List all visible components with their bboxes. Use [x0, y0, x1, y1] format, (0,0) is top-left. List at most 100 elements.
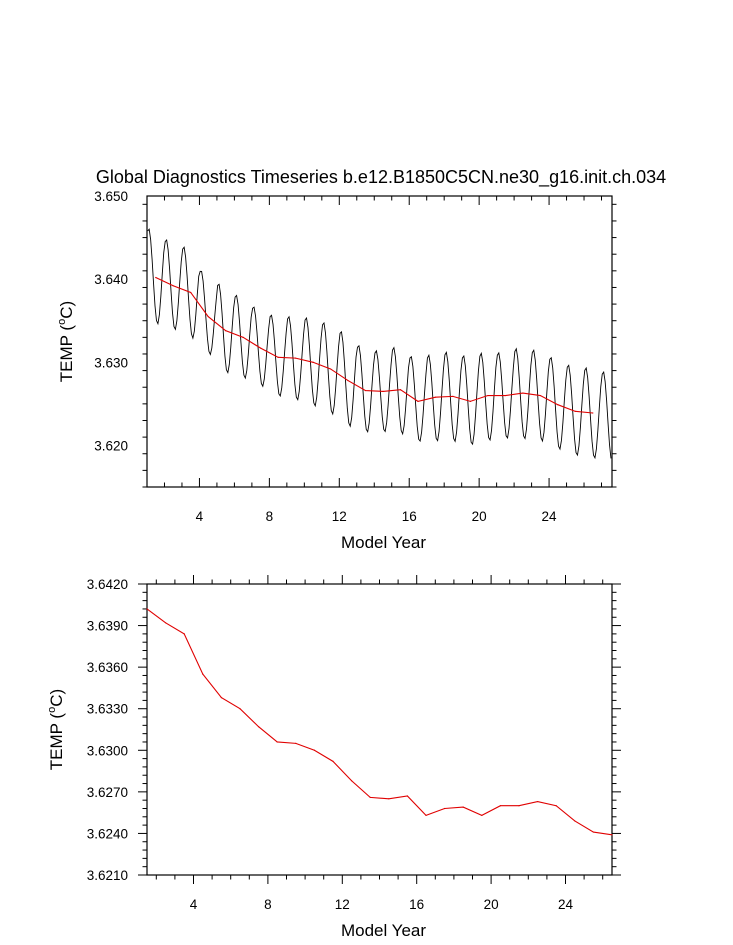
data-point — [190, 291, 192, 294]
y-tick-label: 3.630 — [94, 355, 128, 370]
y-axis-title: TEMP (oC) — [46, 689, 66, 770]
tick-marks — [138, 575, 621, 884]
data-point — [522, 392, 524, 394]
data-point — [207, 315, 209, 318]
x-tick-label: 12 — [332, 509, 347, 524]
data-point — [382, 390, 384, 392]
data-point — [444, 807, 446, 810]
data-point — [611, 834, 613, 836]
data-point — [242, 336, 244, 338]
data-point — [329, 368, 332, 370]
data-point — [406, 795, 408, 797]
data-point — [469, 400, 472, 402]
data-point — [425, 814, 427, 817]
y-tick-label: 3.6390 — [87, 619, 128, 634]
data-point — [276, 741, 278, 743]
tick-labels: 4 8 12 16 20 24 3.620 3.630 3.640 3.650 — [94, 189, 557, 524]
plot-frame — [146, 195, 613, 488]
y-axis-title-text: TEMP ( — [57, 325, 76, 383]
data-point — [417, 400, 419, 402]
data-point — [388, 798, 390, 800]
data-point — [557, 404, 559, 406]
data-point — [260, 347, 262, 349]
y-tick-label: 3.640 — [94, 272, 128, 287]
y-tick-label: 3.620 — [94, 438, 128, 453]
data-point — [183, 633, 185, 635]
data-point — [399, 389, 402, 391]
x-axis-title: Model Year — [341, 533, 426, 552]
data-point — [277, 356, 279, 358]
chart-title: Global Diagnostics Timeseries b.e12.B185… — [96, 167, 666, 188]
x-tick-label: 8 — [264, 897, 272, 912]
data-point — [220, 697, 222, 699]
data-point — [518, 805, 520, 807]
data-point — [592, 831, 595, 833]
data-point — [555, 805, 557, 807]
data-point — [313, 749, 315, 751]
data-point — [487, 394, 489, 397]
data-point — [481, 814, 483, 817]
data-point — [312, 361, 314, 363]
data-point — [258, 726, 260, 728]
data-point — [239, 708, 241, 710]
y-axis-title-unit: C) — [57, 301, 76, 319]
data-point — [537, 800, 539, 803]
x-tick-label: 8 — [266, 509, 274, 524]
data-point — [347, 379, 349, 382]
y-tick-label: 3.6300 — [87, 743, 128, 758]
plot-frame — [146, 583, 613, 876]
y-axis-title-unit: C) — [47, 689, 66, 707]
y-tick-label: 3.6420 — [87, 577, 128, 592]
degree-sup: o — [56, 319, 68, 325]
y-tick-label: 3.6210 — [87, 868, 128, 883]
x-tick-label: 24 — [558, 897, 574, 912]
x-tick-label: 16 — [402, 509, 417, 524]
x-tick-label: 12 — [335, 897, 350, 912]
bottom-panel: 4 8 12 16 20 24 3.6210 3.6240 3.6270 3.6300 3.6330… — [46, 575, 621, 940]
y-tick-label: 3.6270 — [87, 785, 128, 800]
data-point — [499, 805, 501, 807]
data-point — [452, 395, 454, 397]
data-point — [592, 412, 594, 414]
x-tick-label: 4 — [196, 509, 204, 524]
data-point — [574, 410, 576, 412]
top-panel: 4 8 12 16 20 24 3.620 3.630 3.640 3.650 Model Year… — [56, 189, 617, 552]
y-tick-label: 3.6360 — [87, 660, 128, 675]
x-tick-label: 16 — [409, 897, 424, 912]
data-point — [364, 389, 367, 392]
tick-labels: 4 8 12 16 20 24 3.6210 3.6240 3.6270 3.6300 3.6330… — [87, 577, 574, 912]
data-point — [351, 780, 353, 782]
data-point — [574, 820, 576, 822]
x-tick-label: 20 — [472, 509, 487, 524]
x-tick-label: 4 — [190, 897, 198, 912]
degree-sup: o — [46, 707, 58, 713]
x-axis-title: Model Year — [341, 921, 426, 940]
series-line-annual-mean — [147, 608, 612, 836]
x-tick-label: 24 — [542, 509, 558, 524]
data-points — [146, 608, 613, 836]
y-axis-title: TEMP (oC) — [56, 301, 76, 382]
data-point — [294, 357, 297, 359]
data-point — [146, 608, 148, 610]
y-tick-label: 3.6330 — [87, 702, 128, 717]
data-point — [165, 622, 167, 624]
series-line-annual-mean — [155, 276, 593, 414]
data-point — [155, 276, 157, 279]
data-point — [172, 285, 174, 287]
data-point — [225, 330, 227, 332]
data-point — [332, 760, 334, 762]
data-points — [155, 276, 594, 414]
data-point — [369, 796, 371, 799]
y-tick-label: 3.650 — [94, 189, 128, 204]
y-axis-title-text: TEMP ( — [47, 713, 66, 771]
data-point — [434, 396, 437, 398]
data-point — [295, 742, 297, 744]
x-tick-label: 20 — [484, 897, 499, 912]
y-tick-label: 3.6240 — [87, 826, 128, 841]
data-point — [462, 806, 464, 808]
data-point — [504, 394, 506, 397]
tick-marks — [142, 196, 617, 488]
series-line-monthly — [147, 228, 612, 460]
data-point — [539, 394, 541, 397]
